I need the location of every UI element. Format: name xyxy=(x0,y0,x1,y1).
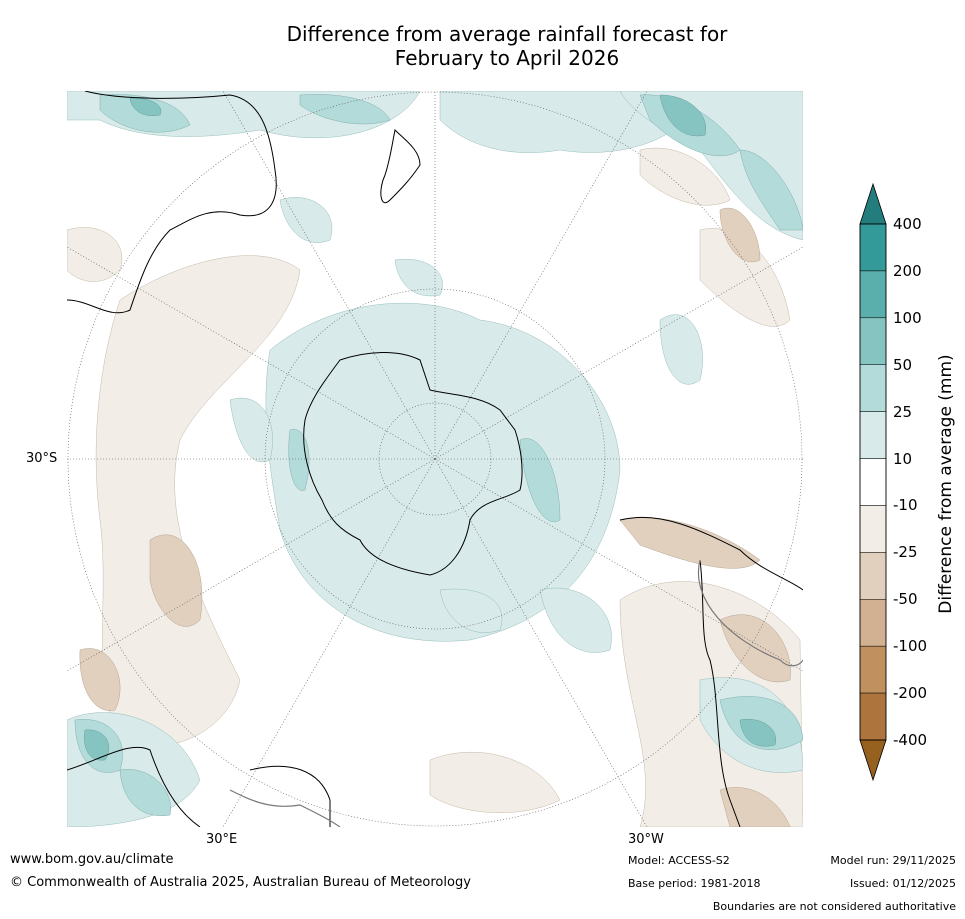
graticule xyxy=(67,91,803,827)
wet-anomaly-strong xyxy=(84,94,776,761)
footer-disclaimer: Boundaries are not considered authoritat… xyxy=(712,900,956,913)
colorbar-cell xyxy=(859,505,887,553)
lon-label-30w: 30°W xyxy=(628,832,664,847)
colorbar-top-arrow xyxy=(859,182,887,225)
colorbar-tick-label: -25 xyxy=(893,543,918,562)
colorbar-cell xyxy=(859,458,887,506)
south-america-coast xyxy=(619,516,803,827)
antarctica-coast xyxy=(303,352,523,576)
colorbar-cell xyxy=(859,270,887,319)
colorbar-cell xyxy=(859,645,887,694)
colorbar-tick-label: 100 xyxy=(893,308,922,327)
colorbar-tick-label: -10 xyxy=(893,496,918,515)
footer-model-run: Model run: 29/11/2025 xyxy=(830,854,956,867)
colorbar-tick-label: 200 xyxy=(893,261,922,280)
colorbar-cell xyxy=(859,223,887,272)
australia-coast xyxy=(67,91,277,314)
colorbar-tick-label: 25 xyxy=(893,402,913,421)
map-content xyxy=(67,91,803,827)
footer-copyright: © Commonwealth of Australia 2025, Austra… xyxy=(10,875,471,890)
colorbar-cell xyxy=(859,599,887,647)
colorbar-tick-label: 50 xyxy=(893,355,913,374)
africa-coast xyxy=(67,746,331,827)
lon-label-30e: 30°E xyxy=(206,832,238,847)
colorbar-title: Difference from average (mm) xyxy=(936,354,956,614)
colorbar-cell xyxy=(859,317,887,365)
title-line-2: February to April 2026 xyxy=(394,46,620,70)
footer-base-period: Base period: 1981-2018 xyxy=(628,877,761,890)
country-boundaries xyxy=(229,559,803,827)
coastlines xyxy=(67,91,803,827)
colorbar-cells xyxy=(859,223,887,741)
colorbar-tick-label: -400 xyxy=(893,731,928,749)
chart-title: Difference from average rainfall forecas… xyxy=(0,22,965,70)
lat-label-30s: 30°S xyxy=(26,451,58,466)
colorbar-cell xyxy=(859,411,887,459)
footer-url: www.bom.gov.au/climate xyxy=(10,852,174,867)
colorbar-cell xyxy=(859,692,887,741)
new-zealand-coast xyxy=(380,128,421,203)
colorbar xyxy=(859,182,887,782)
colorbar-tick-label: -200 xyxy=(893,684,928,703)
colorbar-tick-label: 10 xyxy=(893,449,913,468)
colorbar-cell xyxy=(859,552,887,600)
footer-model: Model: ACCESS-S2 xyxy=(628,854,730,867)
wet-anomaly-moderate xyxy=(74,94,803,816)
footer-issued: Issued: 01/12/2025 xyxy=(849,877,956,890)
title-line-1: Difference from average rainfall forecas… xyxy=(286,22,728,46)
colorbar-cell xyxy=(859,364,887,412)
colorbar-tick-label: -100 xyxy=(893,637,928,656)
colorbar-tick-label: -50 xyxy=(893,590,918,609)
colorbar-frame xyxy=(859,223,887,741)
colorbar-tick-label: 400 xyxy=(893,215,922,233)
colorbar-bottom-arrow xyxy=(859,739,887,782)
